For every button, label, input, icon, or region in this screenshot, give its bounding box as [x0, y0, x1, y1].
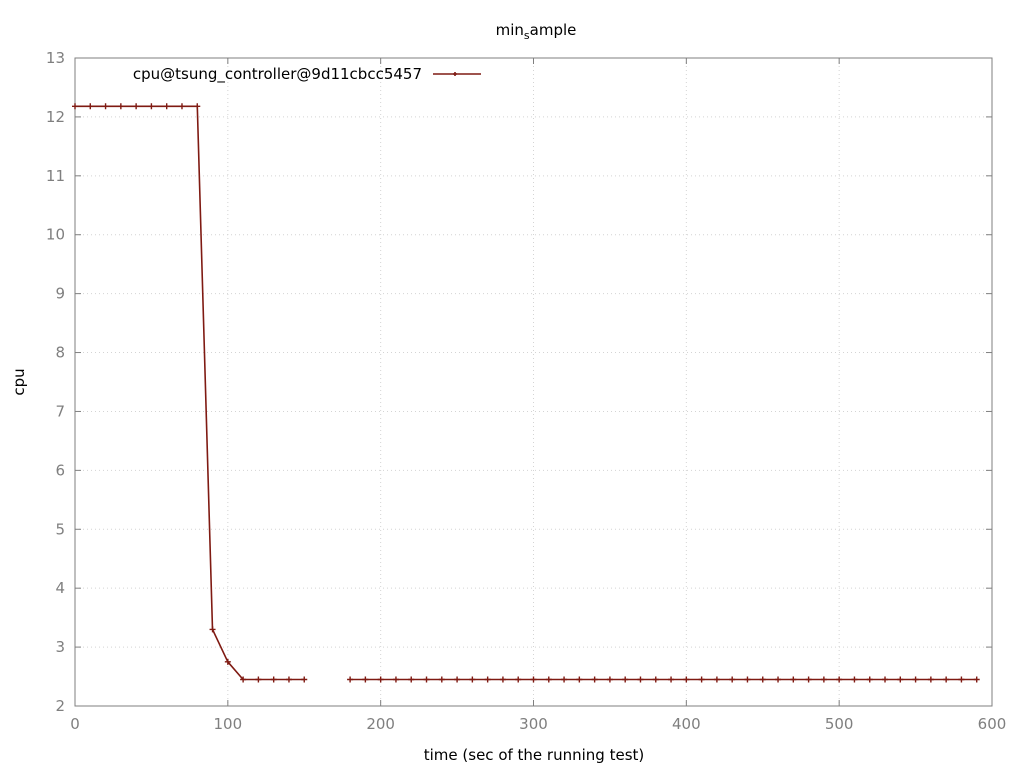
data-point [285, 676, 292, 683]
legend-series-label: cpu@tsung_controller@9d11cbcc5457 [133, 65, 422, 84]
data-point [484, 676, 491, 683]
x-tick-label: 300 [519, 715, 548, 733]
data-point [606, 676, 613, 683]
data-point [194, 103, 201, 110]
data-point [683, 676, 690, 683]
data-point [729, 676, 736, 683]
data-point [927, 676, 934, 683]
data-point [87, 103, 94, 110]
y-tick-label: 8 [55, 344, 65, 362]
data-point [836, 676, 843, 683]
data-point [270, 676, 277, 683]
data-point [820, 676, 827, 683]
series-layer [72, 103, 980, 683]
x-tick-label: 600 [978, 715, 1007, 733]
data-point [790, 676, 797, 683]
data-point [866, 676, 873, 683]
y-axis-label: cpu [10, 368, 28, 395]
data-point [240, 676, 247, 683]
data-point [209, 626, 216, 633]
data-point [392, 676, 399, 683]
data-point [637, 676, 644, 683]
data-point [973, 676, 980, 683]
data-point [622, 676, 629, 683]
data-point [163, 103, 170, 110]
legend: cpu@tsung_controller@9d11cbcc5457 [133, 65, 481, 84]
data-point [882, 676, 889, 683]
data-point [530, 676, 537, 683]
x-tick-label: 400 [672, 715, 701, 733]
x-tick-label: 100 [214, 715, 243, 733]
data-point [576, 676, 583, 683]
data-point [347, 676, 354, 683]
data-point [148, 103, 155, 110]
data-point [713, 676, 720, 683]
data-point [561, 676, 568, 683]
y-tick-label: 12 [46, 108, 65, 126]
y-tick-label: 5 [55, 520, 65, 538]
y-tick-label: 11 [46, 167, 65, 185]
data-point [545, 676, 552, 683]
data-point [759, 676, 766, 683]
axis-ticks: 0 100 200 300 400 500 600 2 3 4 5 6 7 8 9 10 11 12 13 [46, 49, 1006, 733]
data-point [133, 103, 140, 110]
data-point [943, 676, 950, 683]
y-tick-label: 6 [55, 461, 65, 479]
y-tick-label: 7 [55, 402, 65, 420]
data-point [591, 676, 598, 683]
chart-title-subscript: s [524, 29, 530, 42]
data-point [469, 676, 476, 683]
data-point [255, 676, 262, 683]
series-line [75, 105, 305, 681]
data-point [897, 676, 904, 683]
data-point [698, 676, 705, 683]
data-point [744, 676, 751, 683]
data-point [515, 676, 522, 683]
data-point [423, 676, 430, 683]
x-tick-label: 500 [825, 715, 854, 733]
data-point [301, 676, 308, 683]
data-point [72, 103, 78, 110]
data-point [912, 676, 919, 683]
data-point [668, 676, 675, 683]
legend-series-marker [453, 72, 457, 76]
grid [75, 58, 992, 706]
y-tick-label: 3 [55, 638, 65, 656]
data-point [805, 676, 812, 683]
data-point [117, 103, 124, 110]
data-point [851, 676, 858, 683]
data-point [775, 676, 782, 683]
y-tick-label: 9 [55, 285, 65, 303]
data-point [958, 676, 965, 683]
data-point [102, 103, 109, 110]
chart-title-base: min [496, 21, 524, 39]
y-tick-label: 2 [55, 697, 65, 715]
chart-title-rest: ample [530, 21, 577, 39]
data-point [224, 658, 231, 665]
data-point [499, 676, 506, 683]
data-point [377, 676, 384, 683]
x-tick-label: 0 [70, 715, 80, 733]
x-tick-label: 200 [366, 715, 395, 733]
y-tick-label: 10 [46, 226, 65, 244]
y-tick-label: 4 [55, 579, 65, 597]
chart-title: minsample [496, 21, 577, 42]
y-tick-label: 13 [46, 49, 65, 67]
data-point [362, 676, 369, 683]
data-point [438, 676, 445, 683]
data-point [652, 676, 659, 683]
x-axis-label: time (sec of the running test) [424, 746, 645, 764]
data-point [408, 676, 415, 683]
data-point [454, 676, 461, 683]
data-point [178, 103, 185, 110]
